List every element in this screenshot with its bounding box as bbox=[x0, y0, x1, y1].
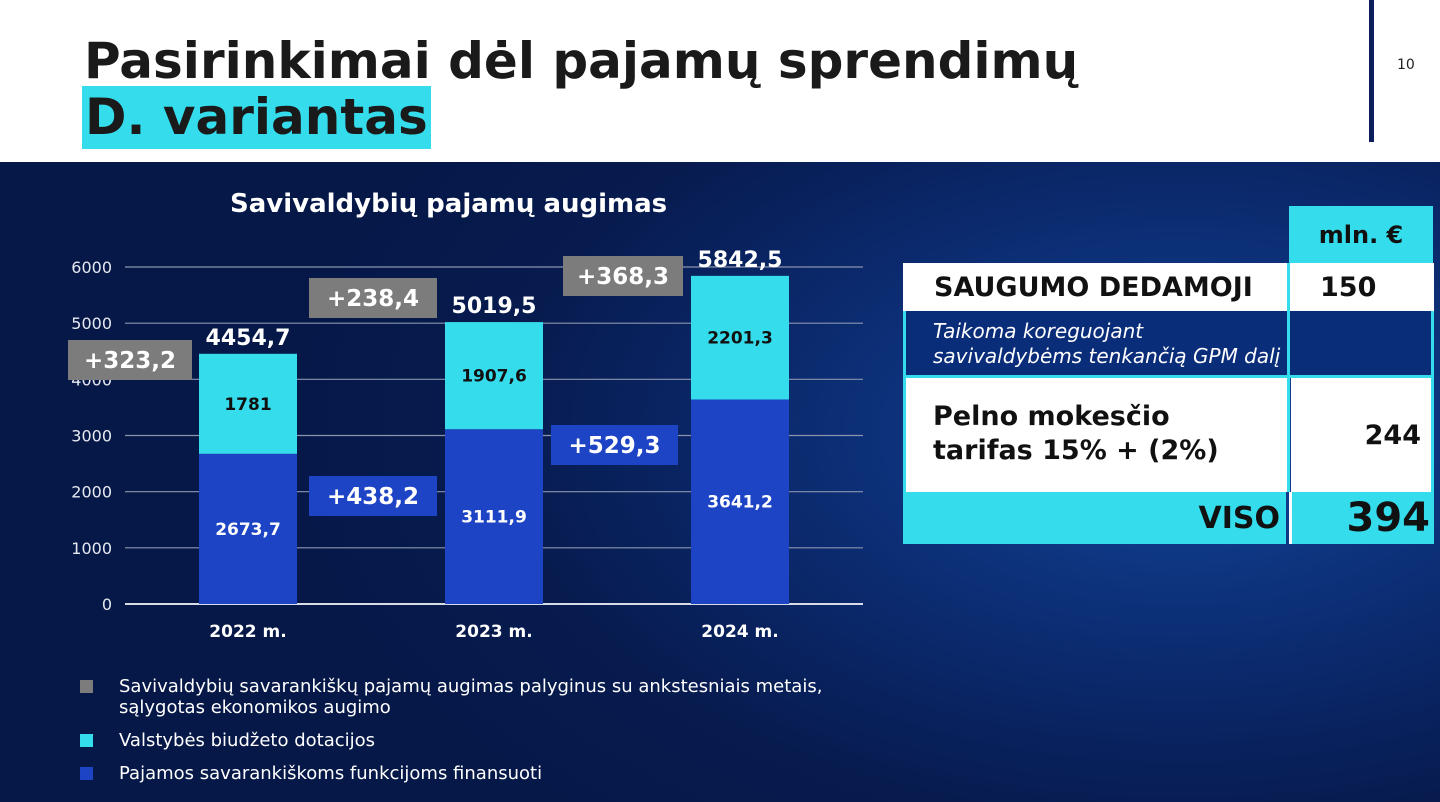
chart-legend: Savivaldybių savarankiškų pajamų augimas… bbox=[80, 676, 879, 796]
legend-text-growth: Savivaldybių savarankiškų pajamų augimas… bbox=[119, 676, 823, 718]
y-tick-label: 6000 bbox=[71, 258, 112, 277]
bar-value-label: 1781 bbox=[224, 395, 271, 415]
bar-value-label: 3111,9 bbox=[461, 508, 527, 528]
pelno-label: Pelno mokesčio tarifas 15% + (2%) bbox=[903, 378, 1289, 492]
slide-title: Pasirinkimai dėl pajamų sprendimų bbox=[84, 32, 1079, 90]
header-vertical-rule bbox=[1369, 0, 1374, 142]
bar-total-label: 5842,5 bbox=[698, 248, 783, 273]
saugumo-value: 150 bbox=[1290, 263, 1434, 311]
growth-box-blue bbox=[551, 425, 678, 465]
viso-label: VISO bbox=[903, 492, 1286, 544]
x-category-label: 2024 m. bbox=[701, 622, 778, 642]
growth-label-gray: +368,3 bbox=[577, 264, 669, 290]
bar-value-label: 3641,2 bbox=[707, 493, 773, 513]
legend-text-grants: Valstybės biudžeto dotacijos bbox=[119, 730, 376, 751]
x-category-label: 2023 m. bbox=[455, 622, 532, 642]
growth-label-gray: +323,2 bbox=[84, 348, 176, 374]
growth-box-gray bbox=[68, 340, 192, 380]
y-tick-label: 5000 bbox=[71, 314, 112, 333]
bar-own-revenue bbox=[691, 399, 789, 604]
growth-label-blue: +529,3 bbox=[568, 433, 660, 459]
saugumo-label: SAUGUMO DEDAMOJI bbox=[903, 263, 1288, 311]
legend-item-grants: Valstybės biudžeto dotacijos bbox=[80, 730, 879, 751]
bar-value-label: 2673,7 bbox=[215, 520, 281, 540]
growth-box-blue bbox=[309, 476, 437, 516]
table-divider-horizontal bbox=[903, 375, 1434, 378]
growth-label-blue: +438,2 bbox=[327, 484, 419, 510]
legend-swatch-own-revenue bbox=[80, 767, 93, 780]
legend-item-own-revenue: Pajamos savarankiškoms funkcijoms finans… bbox=[80, 763, 879, 784]
growth-box-gray bbox=[563, 256, 683, 296]
bar-own-revenue bbox=[199, 453, 297, 604]
page-number: 10 bbox=[1397, 57, 1415, 73]
pelno-label-line1: Pelno mokesčio bbox=[933, 401, 1170, 432]
bar-total-label: 5019,5 bbox=[452, 294, 537, 319]
bar-grants bbox=[199, 353, 297, 454]
stacked-bar-chart: 01000200030004000500060002673,717814454,… bbox=[68, 248, 863, 642]
bar-total-label: 4454,7 bbox=[206, 326, 291, 351]
x-category-label: 2022 m. bbox=[209, 622, 286, 642]
pelno-label-line2: tarifas 15% + (2%) bbox=[933, 435, 1219, 466]
y-tick-label: 2000 bbox=[71, 483, 112, 502]
table-note-line2: savivaldybėms tenkančią GPM dalį bbox=[933, 344, 1281, 368]
unit-header: mln. € bbox=[1289, 206, 1433, 264]
growth-box-gray bbox=[309, 278, 437, 318]
bar-own-revenue bbox=[445, 429, 543, 604]
legend-swatch-growth bbox=[80, 680, 93, 693]
bar-value-label: 2201,3 bbox=[707, 329, 773, 349]
bar-grants bbox=[445, 322, 543, 430]
chart-title: Savivaldybių pajamų augimas bbox=[230, 189, 668, 219]
bar-value-label: 1907,6 bbox=[461, 367, 527, 387]
legend-item-growth: Savivaldybių savarankiškų pajamų augimas… bbox=[80, 676, 879, 718]
y-tick-label: 1000 bbox=[71, 539, 112, 558]
viso-value: 394 bbox=[1289, 492, 1434, 544]
growth-label-gray: +238,4 bbox=[327, 286, 419, 312]
table-note: Taikoma koreguojant savivaldybėms tenkan… bbox=[903, 311, 1434, 378]
y-tick-label: 0 bbox=[102, 595, 112, 614]
slide-header: Pasirinkimai dėl pajamų sprendimų D. var… bbox=[0, 0, 1440, 162]
slide-body: Savivaldybių pajamų augimas 0 1000 2000 300… bbox=[0, 162, 1440, 802]
bar-grants bbox=[691, 275, 789, 400]
table-note-line1: Taikoma koreguojant bbox=[933, 319, 1144, 343]
legend-text-own-revenue: Pajamos savarankiškoms funkcijoms finans… bbox=[119, 763, 543, 784]
legend-swatch-grants bbox=[80, 734, 93, 747]
y-tick-label: 3000 bbox=[71, 427, 112, 446]
pelno-value: 244 bbox=[1291, 378, 1434, 492]
slide-subtitle-highlight: D. variantas bbox=[82, 86, 431, 149]
